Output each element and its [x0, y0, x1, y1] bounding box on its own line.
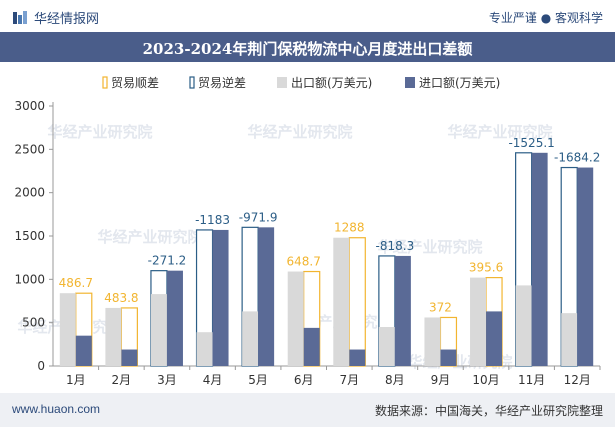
footer-source: 数据来源：中国海关，华经产业研究院整理 [374, 404, 603, 418]
y-tick-label: 3000 [14, 99, 45, 113]
x-tick-label: 9月 [431, 373, 451, 387]
top-bar: 华经情报网 专业严谨 ● 客观科学 [0, 0, 615, 32]
surplus-box [348, 237, 366, 367]
y-tick-label: 2500 [14, 142, 45, 156]
bar-chart: 华经产业研究院 华经产业研究院 华经产业研究院华经产业研究院华经产业研究院华经产业研… [14, 75, 601, 387]
x-tick-label: 2月 [112, 373, 132, 387]
footer-site: www.huaon.com [12, 402, 101, 416]
y-tick-label: 1500 [14, 229, 45, 243]
y-tick-label: 500 [22, 316, 45, 330]
title-bar [0, 32, 615, 62]
import-bar [212, 229, 229, 366]
export-bar [150, 294, 167, 366]
x-tick-label: 5月 [248, 373, 268, 387]
import-bar [531, 152, 548, 366]
legend-swatch-surplus [102, 76, 108, 89]
surplus-label: 486.7 [59, 276, 93, 290]
brand-name: 华经情报网 [34, 12, 100, 27]
x-tick-label: 10月 [472, 373, 499, 387]
deficit-label: -971.9 [239, 210, 278, 224]
legend-label: 贸易逆差 [198, 75, 246, 90]
legend-swatch-deficit [189, 76, 195, 89]
surplus-label: 372 [429, 300, 452, 314]
tagline: 专业严谨 ● 客观科学 [488, 11, 603, 25]
export-bar [196, 332, 213, 366]
export-bar [242, 311, 259, 366]
watermark-text: 华经产业研究院 [47, 123, 152, 141]
x-tick-label: 11月 [518, 373, 545, 387]
watermark-text: 华经产业研究院 [377, 238, 482, 256]
y-tick-label: 0 [37, 359, 45, 373]
legend-label: 出口额(万美元) [291, 76, 372, 90]
export-bar [378, 327, 395, 366]
legend-label: 贸易顺差 [111, 76, 159, 90]
export-bar [470, 277, 487, 366]
x-tick-label: 7月 [339, 373, 359, 387]
import-bar [394, 255, 411, 366]
import-bar [166, 270, 183, 366]
legend-swatch-import [405, 77, 415, 88]
export-bar [105, 307, 122, 366]
import-bar [121, 349, 138, 366]
export-bar [333, 237, 350, 366]
surplus-label: 483.8 [104, 291, 138, 305]
deficit-label: -1183 [195, 213, 230, 227]
deficit-label: -271.2 [148, 254, 187, 268]
watermark-text: 华经产业研究院 [447, 123, 552, 141]
brand-logo-icon [13, 10, 27, 24]
watermark-text: 华经产业研究院 [247, 123, 352, 141]
import-bar [303, 327, 320, 366]
export-bar [287, 271, 304, 366]
watermark-text: 华经产业研究院 [97, 228, 202, 246]
surplus-label: 1288 [334, 221, 365, 235]
export-bar [424, 317, 441, 366]
deficit-label: -1525.1 [508, 136, 554, 150]
surplus-label: 395.6 [469, 261, 503, 275]
x-tick-label: 6月 [294, 373, 314, 387]
export-bar [515, 285, 532, 366]
deficit-label: -818.3 [376, 239, 415, 253]
y-tick-label: 2000 [14, 186, 45, 200]
legend-label: 进口额(万美元) [419, 76, 500, 90]
import-bar [258, 227, 275, 366]
legend-swatch-export [277, 77, 287, 88]
import-bar [486, 311, 503, 366]
import-bar [577, 167, 594, 366]
import-bar [75, 335, 92, 366]
x-tick-label: 3月 [157, 373, 177, 387]
footer: www.huaon.com 数据来源：中国海关，华经产业研究院整理 [0, 393, 615, 427]
deficit-label: -1684.2 [554, 151, 600, 165]
export-bar [561, 313, 578, 366]
x-tick-label: 1月 [66, 373, 86, 387]
chart-title: 2023-2024年荆门保税物流中心月度进出口差额 [142, 40, 473, 58]
export-bar [59, 293, 76, 366]
y-tick-label: 1000 [14, 272, 45, 286]
surplus-label: 648.7 [287, 255, 321, 269]
x-tick-label: 4月 [203, 373, 223, 387]
brand: 华经情报网 [12, 8, 99, 27]
import-bar [349, 349, 366, 366]
import-bar [440, 349, 457, 366]
x-tick-label: 12月 [564, 373, 591, 387]
x-tick-label: 8月 [385, 373, 405, 387]
